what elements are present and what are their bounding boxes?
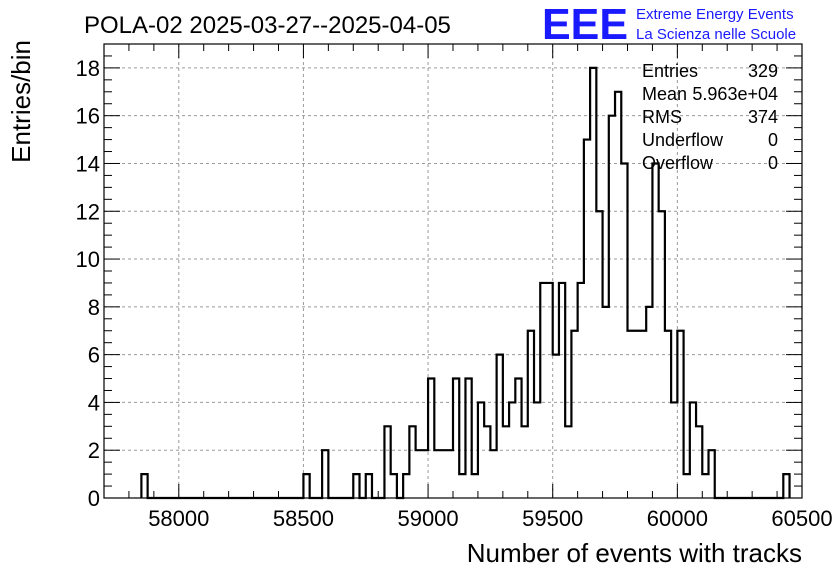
eee-logo-mark: EEE [542, 0, 628, 49]
y-tick-label: 0 [88, 486, 100, 511]
x-tick-label: 58000 [148, 506, 209, 531]
x-tick-labels: 58000 58500 59000 59500 60000 60500 [148, 506, 832, 531]
x-tick-label: 60500 [771, 506, 832, 531]
stat-label: Overflow [642, 153, 714, 173]
y-tick-label: 18 [76, 56, 100, 81]
x-tick-label: 59000 [397, 506, 458, 531]
y-tick-label: 14 [76, 151, 100, 176]
stat-label: Entries [642, 61, 698, 81]
stats-box: Entries 329 Mean 5.963e+04 RMS 374 Underflow 0 O… [642, 61, 778, 173]
axis-ticks [103, 43, 803, 499]
y-tick-label: 10 [76, 247, 100, 272]
stat-value: 329 [748, 61, 778, 81]
stat-label: RMS [642, 107, 682, 127]
stat-value: 5.963e+04 [692, 84, 778, 104]
stat-value: 0 [768, 153, 778, 173]
stat-value: 374 [748, 107, 778, 127]
y-tick-labels: 0 2 4 6 8 10 12 14 16 18 [76, 56, 100, 511]
y-tick-label: 8 [88, 295, 100, 320]
y-tick-label: 2 [88, 438, 100, 463]
eee-logo-line2: La Scienza nelle Scuole [636, 26, 796, 43]
y-axis-label: Entries/bin [6, 40, 36, 163]
x-tick-label: 59500 [522, 506, 583, 531]
stat-label: Underflow [642, 130, 724, 150]
eee-logo: EEE Extreme Energy Events La Scienza nel… [542, 0, 796, 49]
chart-title: POLA-02 2025-03-27--2025-04-05 [84, 12, 451, 39]
x-tick-label: 60000 [647, 506, 708, 531]
y-tick-label: 16 [76, 104, 100, 129]
x-axis-label: Number of events with tracks [467, 538, 802, 568]
y-tick-label: 6 [88, 343, 100, 368]
x-tick-label: 58500 [273, 506, 334, 531]
y-tick-label: 4 [88, 390, 100, 415]
eee-logo-line1: Extreme Energy Events [636, 6, 794, 23]
y-tick-label: 12 [76, 199, 100, 224]
stat-value: 0 [768, 130, 778, 150]
stat-label: Mean [642, 84, 687, 104]
